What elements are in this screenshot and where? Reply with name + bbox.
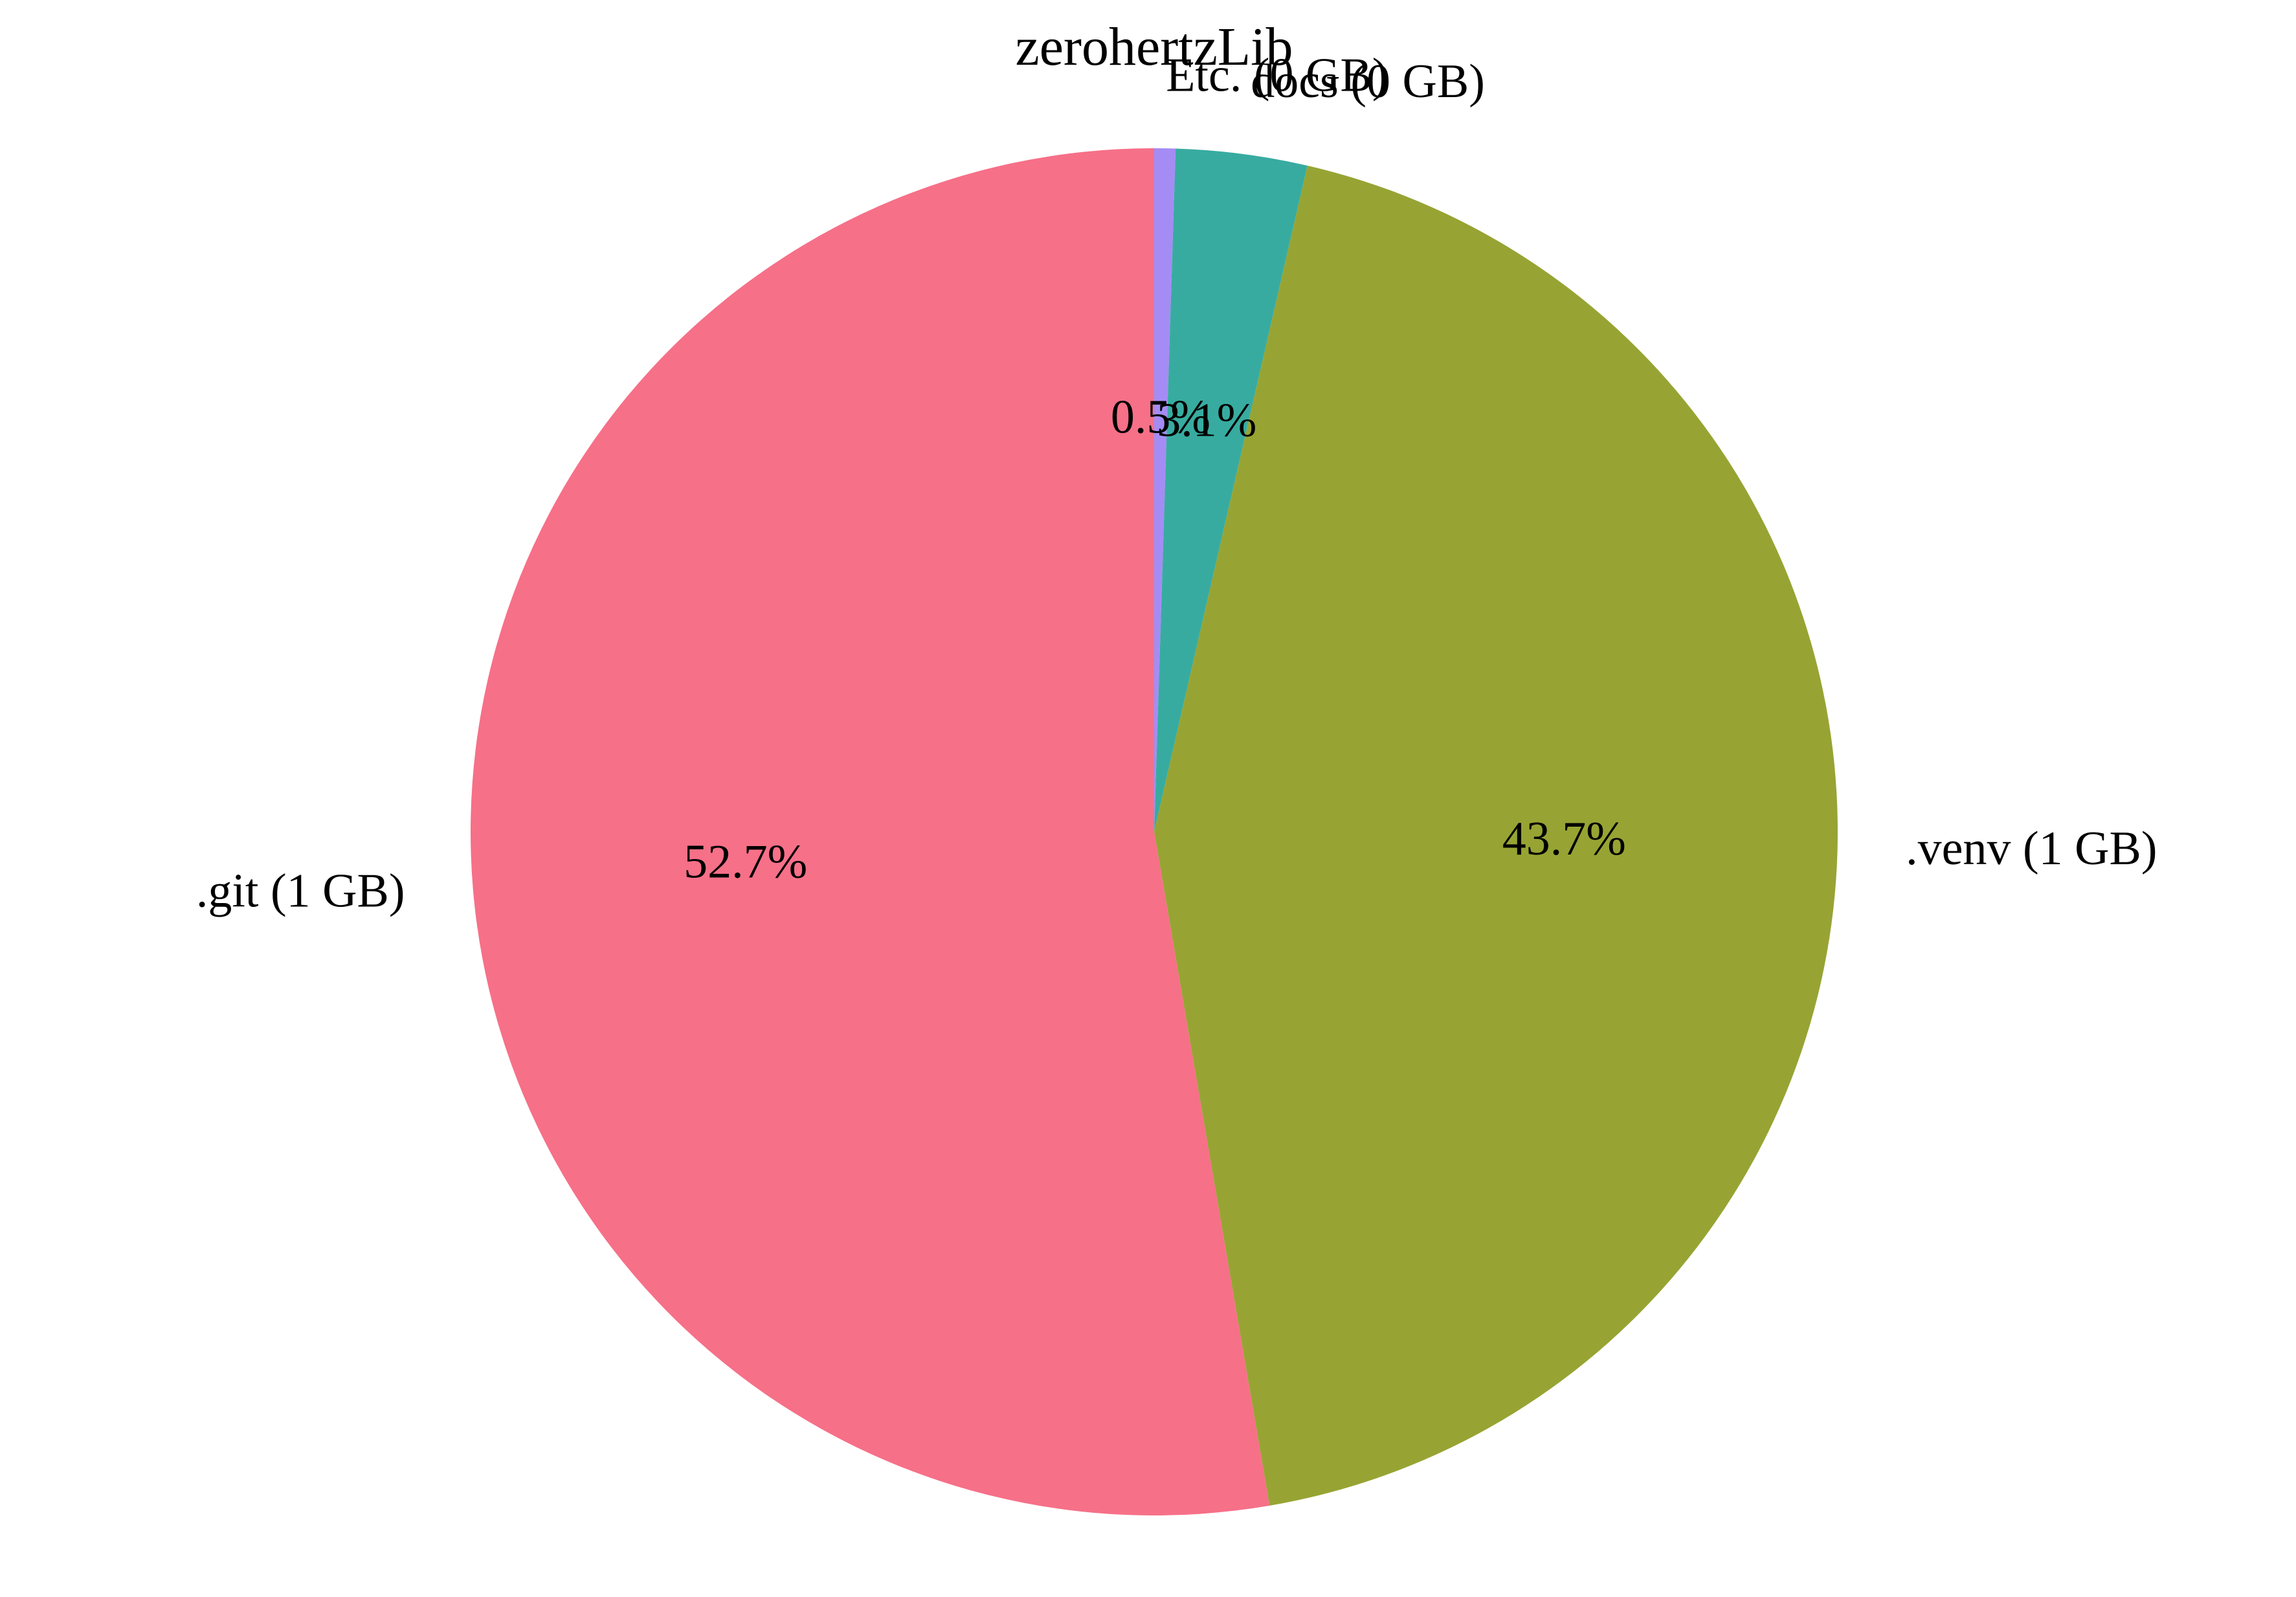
pie-slice-2 xyxy=(1154,165,1838,1506)
pie-slice-1 xyxy=(1154,148,1308,832)
slice-label-1: docs (0 GB) xyxy=(1251,55,1485,108)
pie-slice-3 xyxy=(471,148,1270,1515)
pie-slices xyxy=(471,148,1838,1515)
pie-slice-0 xyxy=(1154,148,1176,832)
slice-pct-2: 43.7% xyxy=(1502,812,1626,866)
slice-pct-3: 52.7% xyxy=(684,836,807,889)
slice-pct-0: 0.5% xyxy=(1111,390,1210,443)
slice-pct-1: 3.1% xyxy=(1157,394,1256,447)
slice-label-2: .venv (1 GB) xyxy=(1906,822,2157,875)
slice-label-0: Etc. (0 GB) xyxy=(1166,49,1388,102)
slice-label-3: .git (1 GB) xyxy=(196,864,405,917)
chart-title: zerohertzLib xyxy=(1015,17,1293,77)
pie-labels: Etc. (0 GB) 0.5% docs (0 GB) 3.1% .venv (1 G… xyxy=(196,49,2157,918)
